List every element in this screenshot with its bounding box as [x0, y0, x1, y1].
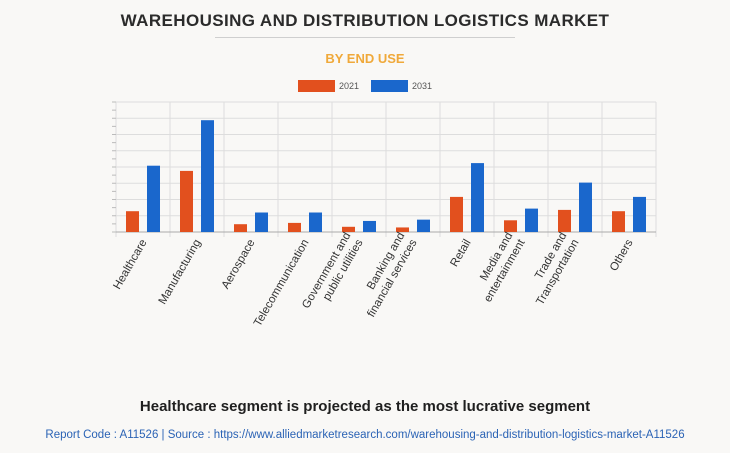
title-divider — [215, 37, 515, 38]
x-tick-label: Healthcare — [111, 238, 149, 292]
report-source-text: Report Code : A11526 | Source : https://… — [45, 429, 685, 441]
bar-chart: Healthcare Manufacturing AerospaceTelecomm… — [111, 101, 657, 329]
bar-2031-media-and-entertainment — [525, 208, 538, 232]
bar-2021-manufacturing — [180, 170, 193, 232]
bar-2031-trade-and-transportation — [579, 182, 592, 232]
chart-title: WAREHOUSING AND DISTRIBUTION LOGISTICS M… — [120, 11, 610, 30]
x-tick-label: Others — [608, 237, 636, 273]
bar-2021-media-and-entertainment — [504, 220, 517, 232]
x-tick-label: Aerospace — [220, 238, 258, 292]
bar-2021-others — [612, 211, 625, 232]
bar-2031-manufacturing — [201, 120, 214, 232]
legend-label-2021: 2021 — [338, 81, 359, 91]
bar-2031-healthcare — [147, 165, 160, 232]
bar-2021-telecommunication — [288, 222, 301, 232]
bar-2021-government-and-public-utilities — [342, 226, 355, 232]
x-tick-label: Manufacturing — [157, 238, 204, 307]
x-tick-label: Media andentertainment — [470, 230, 528, 305]
x-tick-label: Telecommunication — [252, 238, 312, 329]
bar-2031-banking-and-financial-services — [417, 219, 430, 232]
bar-2031-others — [633, 196, 646, 232]
legend-swatch-2031 — [371, 80, 408, 92]
bar-2031-telecommunication — [309, 212, 322, 232]
chart-subtitle: BY END USE — [325, 51, 405, 66]
headline-text: Healthcare segment is projected as the m… — [139, 398, 591, 415]
legend-swatch-2021 — [297, 80, 335, 92]
bar-2031-retail — [471, 163, 484, 232]
bar-2031-aerospace — [255, 212, 268, 232]
bar-2021-banking-and-financial-services — [396, 227, 409, 232]
bar-2021-trade-and-transportation — [558, 209, 571, 232]
bar-2031-government-and-public-utilities — [363, 220, 376, 232]
x-tick-label: Trade andTransportation — [522, 231, 581, 308]
legend-item-2031: 2031 — [371, 80, 432, 92]
bar-2021-aerospace — [234, 224, 247, 232]
bar-2021-retail — [450, 196, 463, 232]
chart-legend: 2021 2031 — [0, 80, 730, 92]
legend-label-2031: 2031 — [412, 81, 433, 91]
x-tick-label: Retail — [449, 238, 474, 269]
legend-item-2021: 2021 — [297, 80, 359, 92]
bar-2021-healthcare — [126, 211, 139, 232]
